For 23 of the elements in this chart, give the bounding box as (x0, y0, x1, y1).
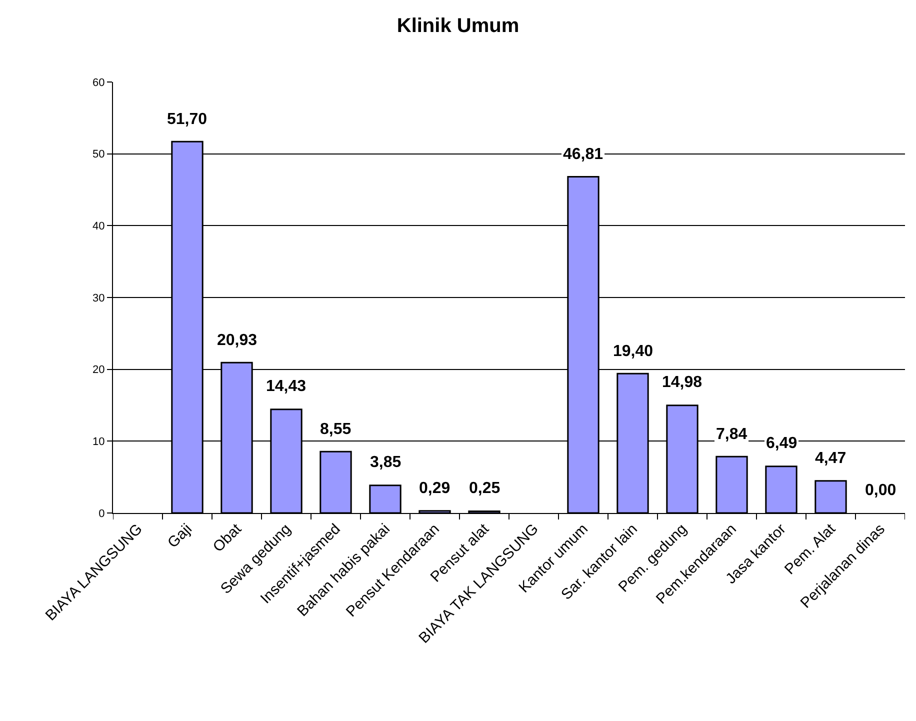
y-tick-label: 60 (92, 76, 105, 89)
x-tick-label: Gaji (164, 520, 196, 552)
data-label: 8,55 (320, 421, 352, 438)
data-label: 0,00 (865, 482, 896, 499)
y-tick-label: 0 (98, 508, 105, 520)
data-label: 51,70 (167, 111, 208, 128)
data-label: 6,49 (766, 435, 798, 452)
y-tick-label: 40 (92, 220, 105, 233)
y-tick-label: 10 (92, 436, 105, 448)
y-tick-label: 20 (92, 364, 105, 376)
y-tick-label: 50 (92, 148, 105, 161)
data-label: 3,85 (370, 454, 402, 471)
chart-title: Klinik Umum (396, 15, 520, 38)
data-label: 0,25 (469, 480, 500, 497)
y-tick-label: 30 (92, 292, 105, 304)
data-label: 0,29 (419, 480, 450, 497)
data-label: 46,81 (563, 146, 604, 163)
data-label: 19,40 (613, 343, 654, 360)
data-label: 20,93 (217, 332, 258, 349)
data-label: 14,43 (266, 378, 306, 395)
data-label: 7,84 (716, 426, 748, 443)
data-label: 4,47 (815, 450, 846, 467)
data-label: 14,98 (662, 374, 702, 391)
